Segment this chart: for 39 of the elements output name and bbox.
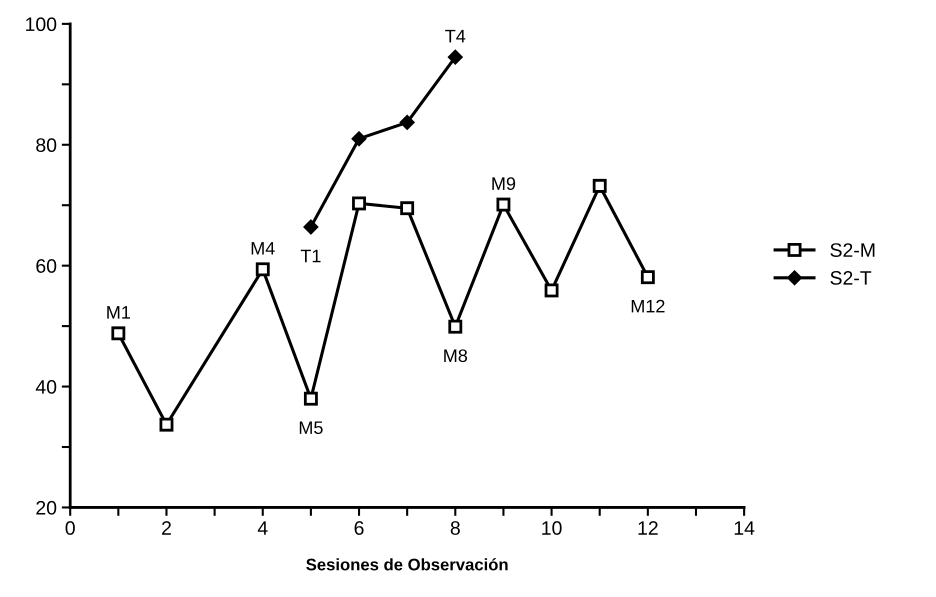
y-tick-label: 80: [36, 138, 56, 152]
x-tick-label: 4: [258, 521, 268, 535]
point: [400, 114, 415, 130]
x-tick-label: 2: [162, 521, 171, 535]
annotation: M9: [492, 177, 516, 190]
point: [111, 326, 126, 340]
y-tick-label: 60: [36, 259, 56, 273]
annotation: M5: [300, 421, 323, 434]
legend-label: S2-M: [830, 243, 874, 257]
point: [544, 284, 559, 298]
point: [351, 131, 367, 146]
x-tick-label: 14: [734, 521, 754, 535]
point: [640, 270, 655, 284]
point: [256, 262, 270, 276]
point: [304, 392, 318, 406]
y-tick-label: 100: [26, 17, 56, 32]
annotation: M1: [107, 306, 130, 319]
annotation: T4: [445, 30, 466, 42]
y-tick-label: 40: [36, 380, 56, 394]
x-axis-title: Sesiones de Observación: [306, 558, 508, 570]
x-tick-label: 10: [542, 521, 562, 535]
x-tick-label: 8: [450, 521, 460, 535]
point: [400, 201, 414, 216]
point: [496, 198, 510, 212]
x-tick-label: 6: [354, 521, 364, 535]
x-tick-label: 12: [638, 521, 658, 535]
point: [448, 320, 462, 334]
annotation: M4: [252, 242, 275, 255]
point: [592, 178, 607, 193]
x-tick-label: 0: [66, 521, 75, 535]
point: [160, 418, 174, 432]
annotation: T1: [300, 250, 321, 262]
annotation: M8: [444, 349, 468, 362]
annotation: M12: [632, 300, 664, 312]
point: [303, 219, 318, 235]
point: [448, 50, 463, 65]
legend-label: S2-T: [830, 271, 872, 285]
point: [352, 196, 366, 210]
y-tick-label: 20: [36, 500, 56, 515]
